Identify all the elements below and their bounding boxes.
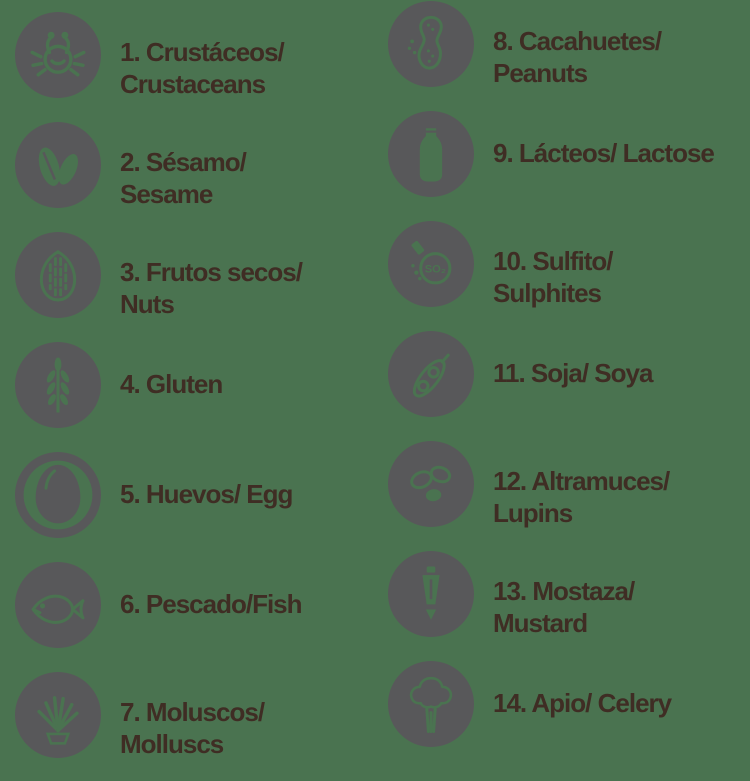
allergen-label: 10. Sulfito/ Sulphites [493,246,613,308]
so2-bubbles-icon: SO₂ [388,221,474,307]
egg-icon [15,452,101,538]
allergen-item-fish: 6. Pescado/Fish [0,550,375,660]
allergen-item-celery: 14. Apio/ Celery [375,649,750,759]
allergen-item-gluten: 4. Gluten [0,330,375,440]
allergen-item-peanuts: 8. Cacahuetes/ Peanuts [375,0,750,99]
allergen-label: 3. Frutos secos/ Nuts [120,257,303,319]
sesame-seeds-icon [15,122,101,208]
right-column: 8. Cacahuetes/ Peanuts 9. Lácteos/ Lacto… [375,0,750,770]
lupin-beans-icon [388,441,474,527]
allergen-label: 2. Sésamo/ Sesame [120,147,247,209]
left-column: 1. Crustáceos/ Crustaceans 2. Sésamo/ Se… [0,0,375,770]
peanut-icon [388,1,474,87]
allergen-item-molluscs: 7. Moluscos/ Molluscs [0,660,375,770]
wheat-icon [15,342,101,428]
celery-icon [388,661,474,747]
allergen-item-mustard: 13. Mostaza/ Mustard [375,539,750,649]
mustard-bottle-icon [388,551,474,637]
allergen-label: 5. Huevos/ Egg [120,479,293,510]
allergen-label: 9. Lácteos/ Lactose [493,138,715,169]
nut-icon [15,232,101,318]
allergen-label: 1. Crustáceos/ Crustaceans [120,37,285,99]
scallop-shell-icon [15,672,101,758]
soy-pod-icon [388,331,474,417]
milk-bottle-icon [388,111,474,197]
crab-icon [15,12,101,98]
allergen-item-sulphites: SO₂ 10. Sulfito/ Sulphites [375,209,750,319]
allergen-label: 7. Moluscos/ Molluscs [120,697,265,759]
allergen-label: 13. Mostaza/ Mustard [493,576,635,638]
allergen-item-lupins: 12. Altramuces/ Lupins [375,429,750,539]
allergen-label: 8. Cacahuetes/ Peanuts [493,26,662,88]
allergen-item-crustaceans: 1. Crustáceos/ Crustaceans [0,0,375,110]
allergen-item-lactose: 9. Lácteos/ Lactose [375,99,750,209]
allergen-label: 12. Altramuces/ Lupins [493,466,670,528]
allergen-item-nuts: 3. Frutos secos/ Nuts [0,220,375,330]
allergen-label: 14. Apio/ Celery [493,688,672,719]
allergen-item-soya: 11. Soja/ Soya [375,319,750,429]
allergen-label: 6. Pescado/Fish [120,589,303,620]
allergen-item-sesame: 2. Sésamo/ Sesame [0,110,375,220]
allergen-item-egg: 5. Huevos/ Egg [0,440,375,550]
svg-text:SO₂: SO₂ [425,264,446,276]
allergen-label: 11. Soja/ Soya [493,358,653,389]
allergen-label: 4. Gluten [120,369,223,400]
fish-icon [15,562,101,648]
